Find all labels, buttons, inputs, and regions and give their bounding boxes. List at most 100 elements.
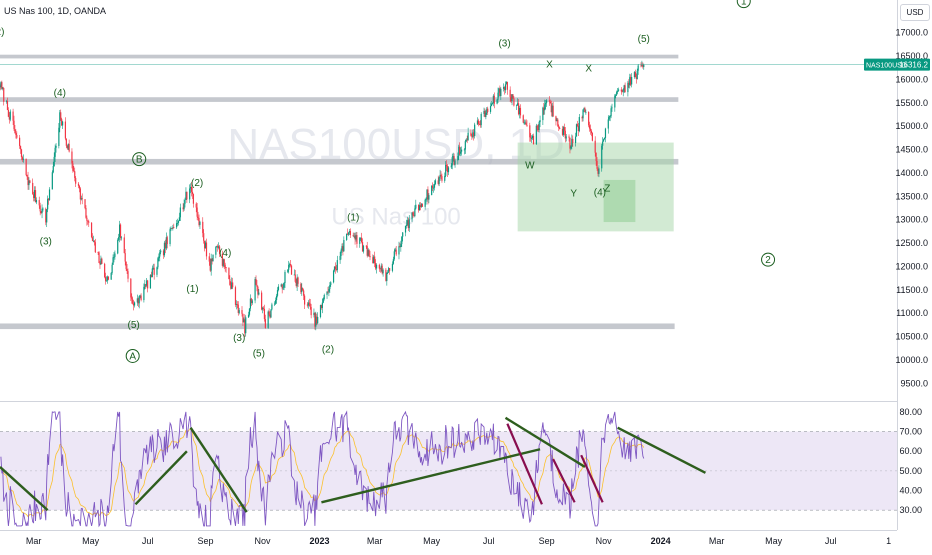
candle-body [178, 217, 180, 221]
candle-body [441, 176, 443, 181]
candle-body [72, 163, 74, 171]
last-price-value: 16316.2 [899, 61, 928, 70]
candle-body [585, 111, 587, 113]
price-tick-label: 14500.0 [895, 145, 928, 155]
currency-button[interactable]: USD [900, 4, 930, 21]
candle-body [74, 171, 76, 178]
candle-body [126, 268, 128, 272]
candle-body [60, 112, 62, 119]
candle-body [183, 203, 185, 210]
candle-body [486, 108, 488, 113]
candle-body [29, 180, 31, 183]
candle-body [575, 124, 578, 137]
candle-body [159, 252, 161, 257]
wave-label: X [585, 64, 592, 75]
candle-body [2, 88, 4, 89]
candle-body [445, 164, 447, 176]
candle-body [340, 250, 342, 257]
candle-body [551, 105, 553, 113]
candle-body [604, 128, 607, 138]
candle-body [217, 245, 219, 248]
candle-body [164, 242, 166, 249]
candle-body [12, 111, 14, 121]
candle-body [235, 304, 237, 305]
candle-body [465, 139, 467, 142]
candle-body [333, 266, 336, 271]
candle-body [375, 264, 378, 269]
candle-body [356, 235, 358, 244]
candle-body [54, 147, 56, 157]
candle-body [288, 264, 290, 270]
candle-body [464, 141, 466, 150]
candle-body [329, 285, 331, 290]
candle-body [238, 310, 240, 313]
candle-body [33, 194, 35, 199]
candle-body [413, 215, 415, 217]
time-tick-label: 1 [886, 536, 891, 546]
candle-body [105, 280, 108, 282]
rsi-divergence-line [580, 454, 604, 503]
candle-body [186, 191, 188, 200]
candle-body [32, 182, 34, 195]
candle-body [564, 130, 566, 139]
candle-body [100, 258, 102, 265]
candle-body [624, 85, 626, 93]
candle-body [9, 111, 11, 120]
candle-body [490, 103, 493, 107]
rsi-trendline [321, 448, 541, 504]
time-tick-label: Mar [709, 536, 725, 546]
candle-body [59, 112, 61, 128]
candle-body [391, 263, 394, 271]
candle-body [177, 220, 180, 223]
wave-label: A [129, 351, 136, 362]
candle-body [104, 276, 107, 282]
candle-body [559, 127, 561, 129]
candle-body [236, 304, 238, 305]
candle-body [322, 298, 324, 303]
candle-body [184, 200, 186, 204]
candle-body [205, 242, 208, 257]
candle-body [111, 264, 113, 273]
candle-body [563, 127, 565, 131]
candle-body [313, 312, 315, 316]
candle-body [175, 223, 178, 228]
candle-body [437, 180, 439, 184]
wave-label: (3) [40, 236, 52, 247]
candle-body [620, 89, 622, 92]
wave-label: (3) [498, 38, 510, 49]
candle-body [510, 97, 512, 102]
candle-body [171, 228, 173, 230]
rsi-divergence-line [506, 423, 543, 505]
candle-body [13, 120, 15, 130]
candle-body [339, 256, 341, 261]
candle-body [633, 72, 636, 77]
candle-body [106, 276, 109, 281]
candle-body [144, 284, 146, 287]
wave-label: (4) [594, 187, 606, 198]
candle-body [538, 122, 540, 130]
rsi-trendline [504, 416, 586, 468]
candle-body [101, 258, 103, 264]
candle-body [289, 264, 291, 265]
rsi-tick-label: 80.00 [899, 407, 922, 417]
candle-body [366, 246, 368, 256]
resistance-zone [0, 97, 679, 102]
candle-body [474, 124, 476, 137]
candle-body [530, 137, 532, 139]
candle-body [460, 151, 462, 154]
candle-body [114, 253, 116, 257]
price-tick-label: 14000.0 [895, 168, 928, 178]
candle-body [160, 250, 162, 253]
candle-body [229, 279, 231, 285]
candle-body [309, 303, 311, 308]
candle-body [66, 145, 68, 149]
candle-body [511, 94, 513, 102]
candle-body [428, 195, 430, 200]
candle-body [48, 189, 51, 201]
price-tick-label: 17000.0 [895, 28, 928, 38]
candle-body [617, 89, 620, 91]
candle-body [485, 112, 487, 117]
candle-body [276, 290, 279, 296]
